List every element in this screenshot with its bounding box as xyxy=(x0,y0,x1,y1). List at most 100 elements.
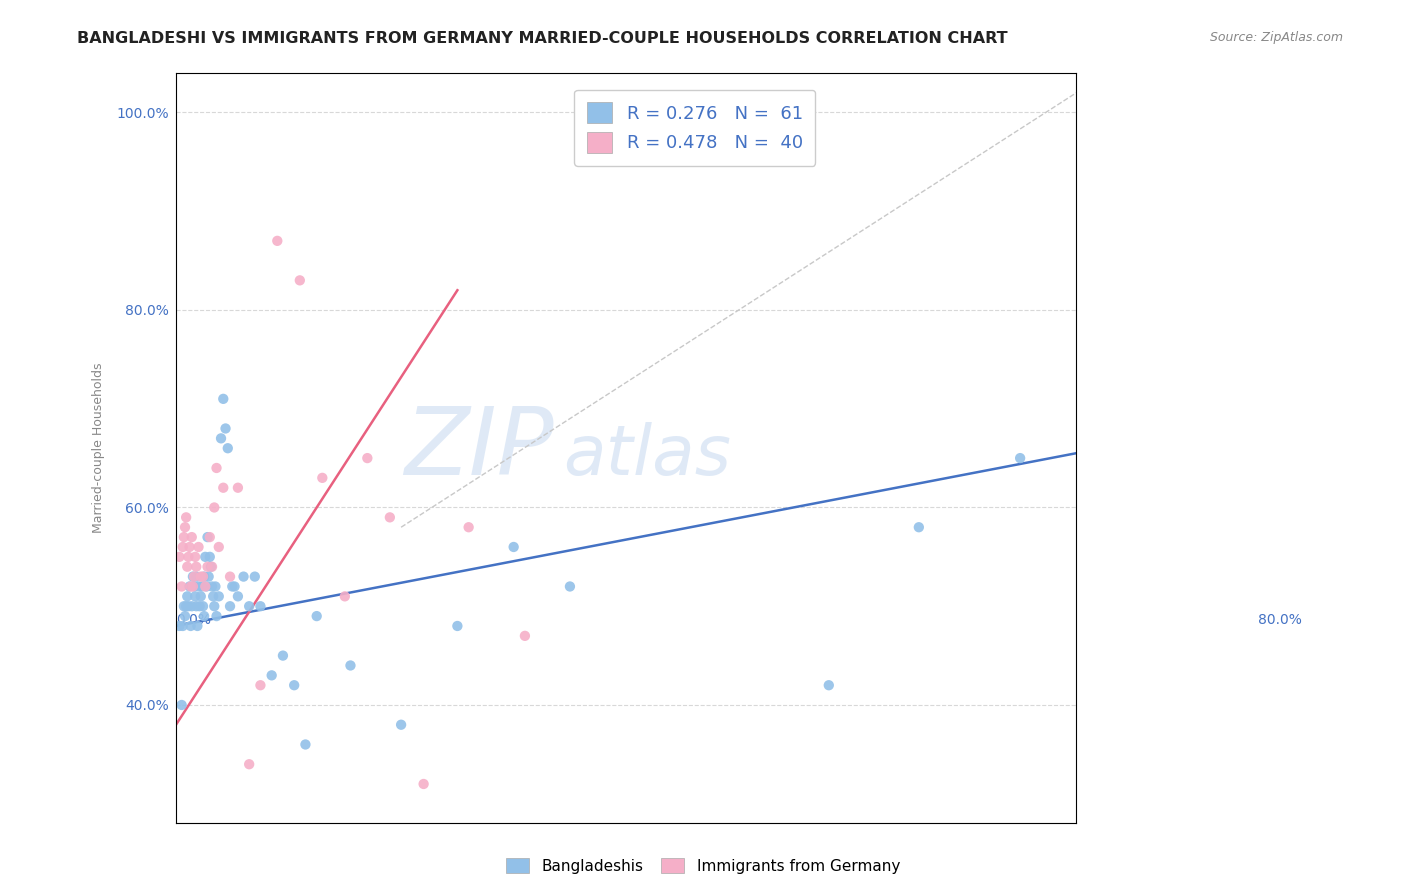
Point xyxy=(412,777,434,791)
Y-axis label: Married-couple Households: Married-couple Households xyxy=(93,363,105,533)
Point xyxy=(208,590,231,604)
Point xyxy=(226,481,249,495)
Point xyxy=(232,569,254,583)
Point xyxy=(202,590,225,604)
Point xyxy=(1010,451,1032,466)
Point xyxy=(194,579,217,593)
Point xyxy=(200,559,222,574)
Point xyxy=(266,234,288,248)
Point xyxy=(305,609,328,624)
Point xyxy=(209,431,232,445)
Point xyxy=(908,520,931,534)
Point xyxy=(173,530,195,544)
Point xyxy=(187,579,209,593)
Point xyxy=(190,569,212,583)
Point xyxy=(208,540,231,554)
Point xyxy=(311,471,333,485)
Point xyxy=(226,590,249,604)
Point xyxy=(238,599,260,614)
Point xyxy=(212,481,235,495)
Point xyxy=(201,559,224,574)
Point xyxy=(197,559,219,574)
Point xyxy=(260,668,283,682)
Point xyxy=(179,540,201,554)
Point xyxy=(205,461,228,475)
Point xyxy=(174,609,197,624)
Point xyxy=(179,579,201,593)
Point xyxy=(238,757,260,772)
Point xyxy=(502,540,524,554)
Point xyxy=(339,658,361,673)
Point xyxy=(294,738,316,752)
Point xyxy=(183,569,205,583)
Point xyxy=(172,619,194,633)
Point xyxy=(224,579,246,593)
Point xyxy=(333,590,356,604)
Point xyxy=(217,441,239,455)
Point xyxy=(177,549,200,564)
Legend: Bangladeshis, Immigrants from Germany: Bangladeshis, Immigrants from Germany xyxy=(501,852,905,880)
Point xyxy=(177,599,200,614)
Point xyxy=(181,579,204,593)
Point xyxy=(249,678,271,692)
Point xyxy=(172,540,194,554)
Text: BANGLADESHI VS IMMIGRANTS FROM GERMANY MARRIED-COUPLE HOUSEHOLDS CORRELATION CHA: BANGLADESHI VS IMMIGRANTS FROM GERMANY M… xyxy=(77,31,1008,46)
Point xyxy=(214,421,236,435)
Point xyxy=(204,579,226,593)
Point xyxy=(180,599,202,614)
Point xyxy=(389,717,412,731)
Point xyxy=(221,579,243,593)
Point xyxy=(173,599,195,614)
Text: 80.0%: 80.0% xyxy=(1257,614,1302,627)
Point xyxy=(190,590,212,604)
Point xyxy=(197,530,219,544)
Point xyxy=(186,569,208,583)
Point xyxy=(198,530,221,544)
Point xyxy=(202,599,225,614)
Point xyxy=(169,619,191,633)
Point xyxy=(794,105,817,120)
Point xyxy=(205,609,228,624)
Point xyxy=(169,549,191,564)
Point xyxy=(356,451,378,466)
Point xyxy=(186,619,208,633)
Point xyxy=(191,599,214,614)
Point xyxy=(174,599,197,614)
Point xyxy=(219,569,242,583)
Point xyxy=(184,590,207,604)
Point xyxy=(193,569,215,583)
Point xyxy=(197,569,219,583)
Point xyxy=(283,678,305,692)
Point xyxy=(446,619,468,633)
Point xyxy=(170,579,193,593)
Point xyxy=(180,619,202,633)
Point xyxy=(184,549,207,564)
Text: ZIP: ZIP xyxy=(405,402,554,494)
Legend: R = 0.276   N =  61, R = 0.478   N =  40: R = 0.276 N = 61, R = 0.478 N = 40 xyxy=(574,89,815,166)
Point xyxy=(558,579,581,593)
Point xyxy=(249,599,271,614)
Point xyxy=(202,500,225,515)
Point xyxy=(212,392,235,406)
Point xyxy=(170,698,193,712)
Point xyxy=(243,569,266,583)
Point xyxy=(187,540,209,554)
Point xyxy=(181,569,204,583)
Point xyxy=(195,579,218,593)
Point xyxy=(188,599,211,614)
Point xyxy=(176,590,198,604)
Text: 0.0%: 0.0% xyxy=(176,614,211,627)
Point xyxy=(198,549,221,564)
Point xyxy=(174,510,197,524)
Point xyxy=(219,599,242,614)
Text: atlas: atlas xyxy=(564,422,731,489)
Point xyxy=(288,273,311,287)
Point xyxy=(186,599,208,614)
Point xyxy=(378,510,401,524)
Point xyxy=(186,559,208,574)
Point xyxy=(183,579,205,593)
Point xyxy=(194,549,217,564)
Point xyxy=(174,520,197,534)
Point xyxy=(817,678,839,692)
Point xyxy=(271,648,294,663)
